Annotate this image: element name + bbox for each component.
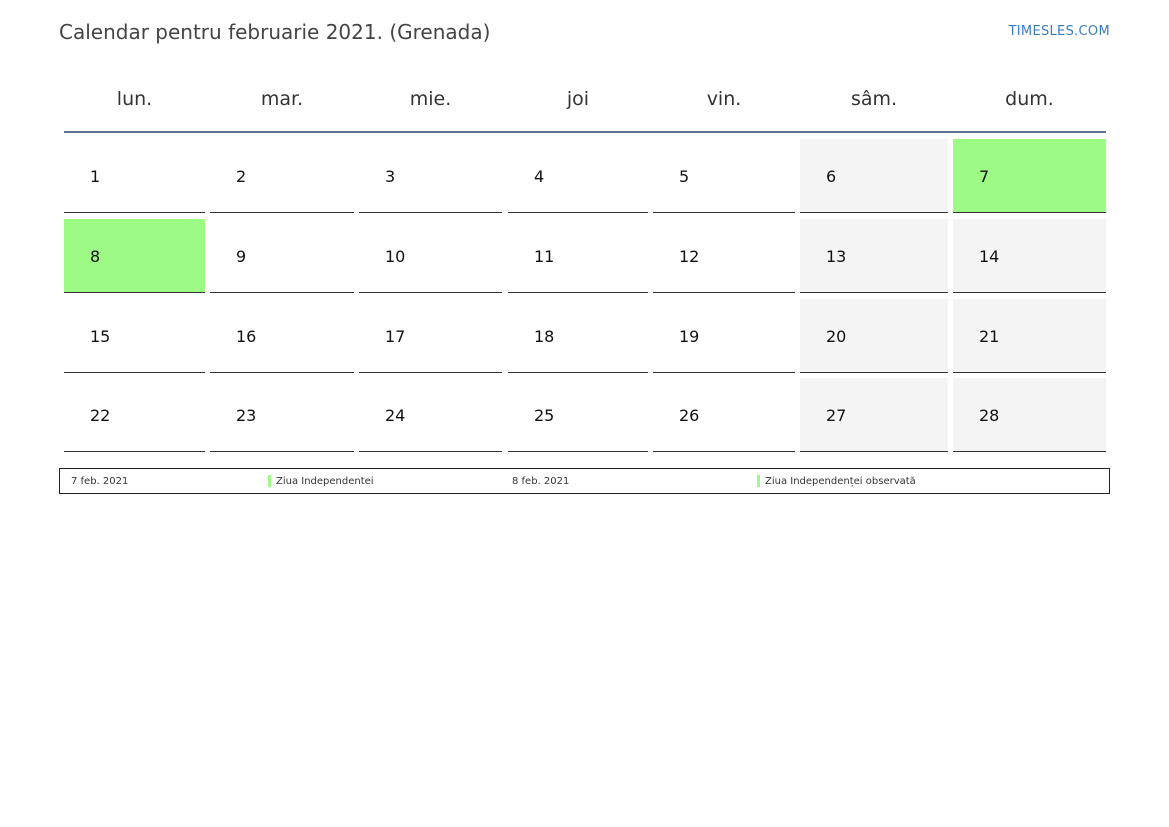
day-number: 20 — [826, 327, 847, 346]
day-cell: 21 — [953, 299, 1106, 373]
day-number: 17 — [385, 327, 406, 346]
day-number: 26 — [679, 406, 700, 425]
weekday-label: lun. — [116, 88, 153, 110]
day-cell: 17 — [359, 299, 502, 373]
day-cell: 23 — [210, 378, 354, 452]
day-cell: 13 — [800, 219, 948, 293]
day-number: 7 — [979, 167, 990, 186]
day-cell: 6 — [800, 139, 948, 213]
day-number: 4 — [534, 167, 545, 186]
day-number: 3 — [385, 167, 396, 186]
day-cell: 26 — [653, 378, 795, 452]
day-number: 8 — [90, 247, 101, 266]
day-number: 19 — [679, 327, 700, 346]
holiday-color-swatch — [268, 475, 271, 487]
day-cell: 22 — [64, 378, 205, 452]
legend-date: 7 feb. 2021 — [71, 476, 129, 487]
legend-holiday-label: Ziua Independentei — [276, 476, 374, 487]
day-number: 16 — [236, 327, 257, 346]
day-number: 10 — [385, 247, 406, 266]
day-cell: 20 — [800, 299, 948, 373]
legend-holiday-name: Ziua Independenței observată — [757, 475, 916, 487]
legend-holiday-name: Ziua Independentei — [268, 475, 374, 487]
day-cell: 10 — [359, 219, 502, 293]
day-cell: 16 — [210, 299, 354, 373]
day-cell: 28 — [953, 378, 1106, 452]
holiday-color-swatch — [757, 475, 760, 487]
day-cell: 19 — [653, 299, 795, 373]
day-cell: 14 — [953, 219, 1106, 293]
day-number: 25 — [534, 406, 555, 425]
page-title: Calendar pentru februarie 2021. (Grenada… — [59, 20, 491, 44]
day-number: 21 — [979, 327, 1000, 346]
weekday-label: mar. — [260, 88, 304, 110]
weekday-label: sâm. — [850, 88, 898, 110]
day-number: 18 — [534, 327, 555, 346]
day-cell: 11 — [508, 219, 648, 293]
day-number: 14 — [979, 247, 1000, 266]
day-cell: 12 — [653, 219, 795, 293]
day-number: 12 — [679, 247, 700, 266]
day-number: 23 — [236, 406, 257, 425]
day-cell: 1 — [64, 139, 205, 213]
day-number: 27 — [826, 406, 847, 425]
day-number: 24 — [385, 406, 406, 425]
day-cell: 25 — [508, 378, 648, 452]
day-cell: 2 — [210, 139, 354, 213]
header-divider — [64, 131, 1106, 133]
day-number: 6 — [826, 167, 837, 186]
legend-holiday-label: Ziua Independenței observată — [765, 476, 916, 487]
day-number: 13 — [826, 247, 847, 266]
day-cell: 15 — [64, 299, 205, 373]
day-cell: 18 — [508, 299, 648, 373]
day-cell: 8 — [64, 219, 205, 293]
weekday-label: joi — [566, 88, 590, 110]
holiday-legend: 7 feb. 2021 Ziua Independentei 8 feb. 20… — [59, 468, 1110, 494]
day-cell: 7 — [953, 139, 1106, 213]
day-cell: 4 — [508, 139, 648, 213]
weekday-label: mie. — [409, 88, 452, 110]
weekday-header: lun. mar. mie. joi vin. sâm. dum. — [64, 76, 1106, 133]
brand-link[interactable]: TIMESLES.COM — [1008, 24, 1110, 39]
day-cell: 3 — [359, 139, 502, 213]
day-cell: 5 — [653, 139, 795, 213]
day-number: 1 — [90, 167, 101, 186]
day-number: 28 — [979, 406, 1000, 425]
day-number: 9 — [236, 247, 247, 266]
day-number: 22 — [90, 406, 111, 425]
weekday-label: dum. — [1005, 88, 1054, 110]
day-number: 15 — [90, 327, 111, 346]
day-cell: 24 — [359, 378, 502, 452]
day-number: 11 — [534, 247, 555, 266]
day-cell: 27 — [800, 378, 948, 452]
weekday-label: vin. — [706, 88, 742, 110]
legend-date: 8 feb. 2021 — [512, 476, 570, 487]
day-cell: 9 — [210, 219, 354, 293]
day-number: 5 — [679, 167, 690, 186]
day-number: 2 — [236, 167, 247, 186]
